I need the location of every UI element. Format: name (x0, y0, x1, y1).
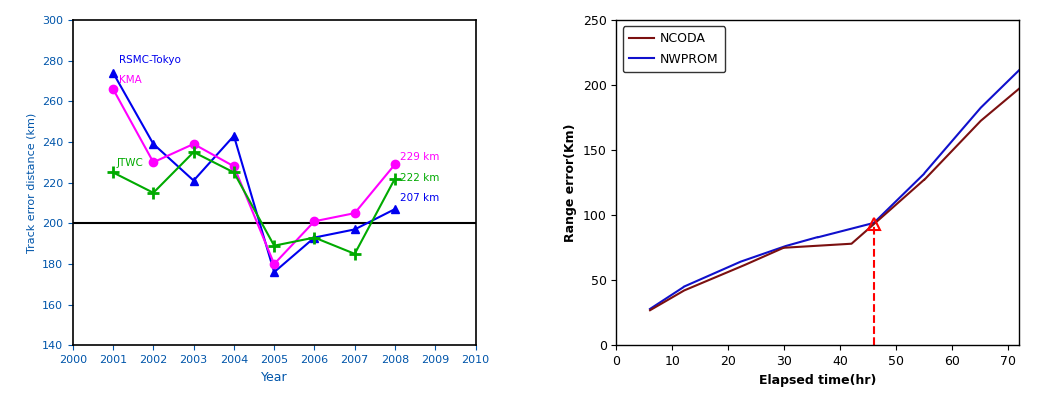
NCODA (1003, 95, 1015, 100)
NWPROM (813, 235, 826, 239)
NWPROM (824, 232, 836, 237)
NCODA (1003, 95, 1015, 100)
NCODA (824, 243, 836, 247)
Text: RSMC-Tokyo: RSMC-Tokyo (120, 54, 181, 65)
NCODA (813, 243, 826, 248)
Text: 207 km: 207 km (399, 193, 439, 203)
NWPROM (935, 152, 947, 156)
NCODA (935, 160, 947, 165)
NWPROM (1003, 78, 1015, 83)
NCODA (1013, 86, 1025, 91)
X-axis label: Year: Year (261, 371, 287, 384)
Legend: NCODA, NWPROM: NCODA, NWPROM (623, 26, 725, 72)
NWPROM (1013, 68, 1025, 73)
Line: NCODA: NCODA (650, 89, 1019, 310)
Text: 222 km: 222 km (399, 173, 439, 183)
Text: 229 km: 229 km (399, 152, 439, 162)
NCODA (644, 308, 656, 312)
Line: NWPROM: NWPROM (650, 70, 1019, 309)
NWPROM (662, 294, 675, 299)
NWPROM (1003, 78, 1015, 83)
Y-axis label: Range error(Km): Range error(Km) (565, 123, 577, 242)
NCODA (662, 297, 675, 302)
Text: JTWC: JTWC (116, 158, 144, 168)
NWPROM (644, 306, 656, 311)
X-axis label: Elapsed time(hr): Elapsed time(hr) (759, 374, 877, 387)
Y-axis label: Track error distance (km): Track error distance (km) (26, 112, 36, 253)
Text: KMA: KMA (120, 75, 141, 85)
